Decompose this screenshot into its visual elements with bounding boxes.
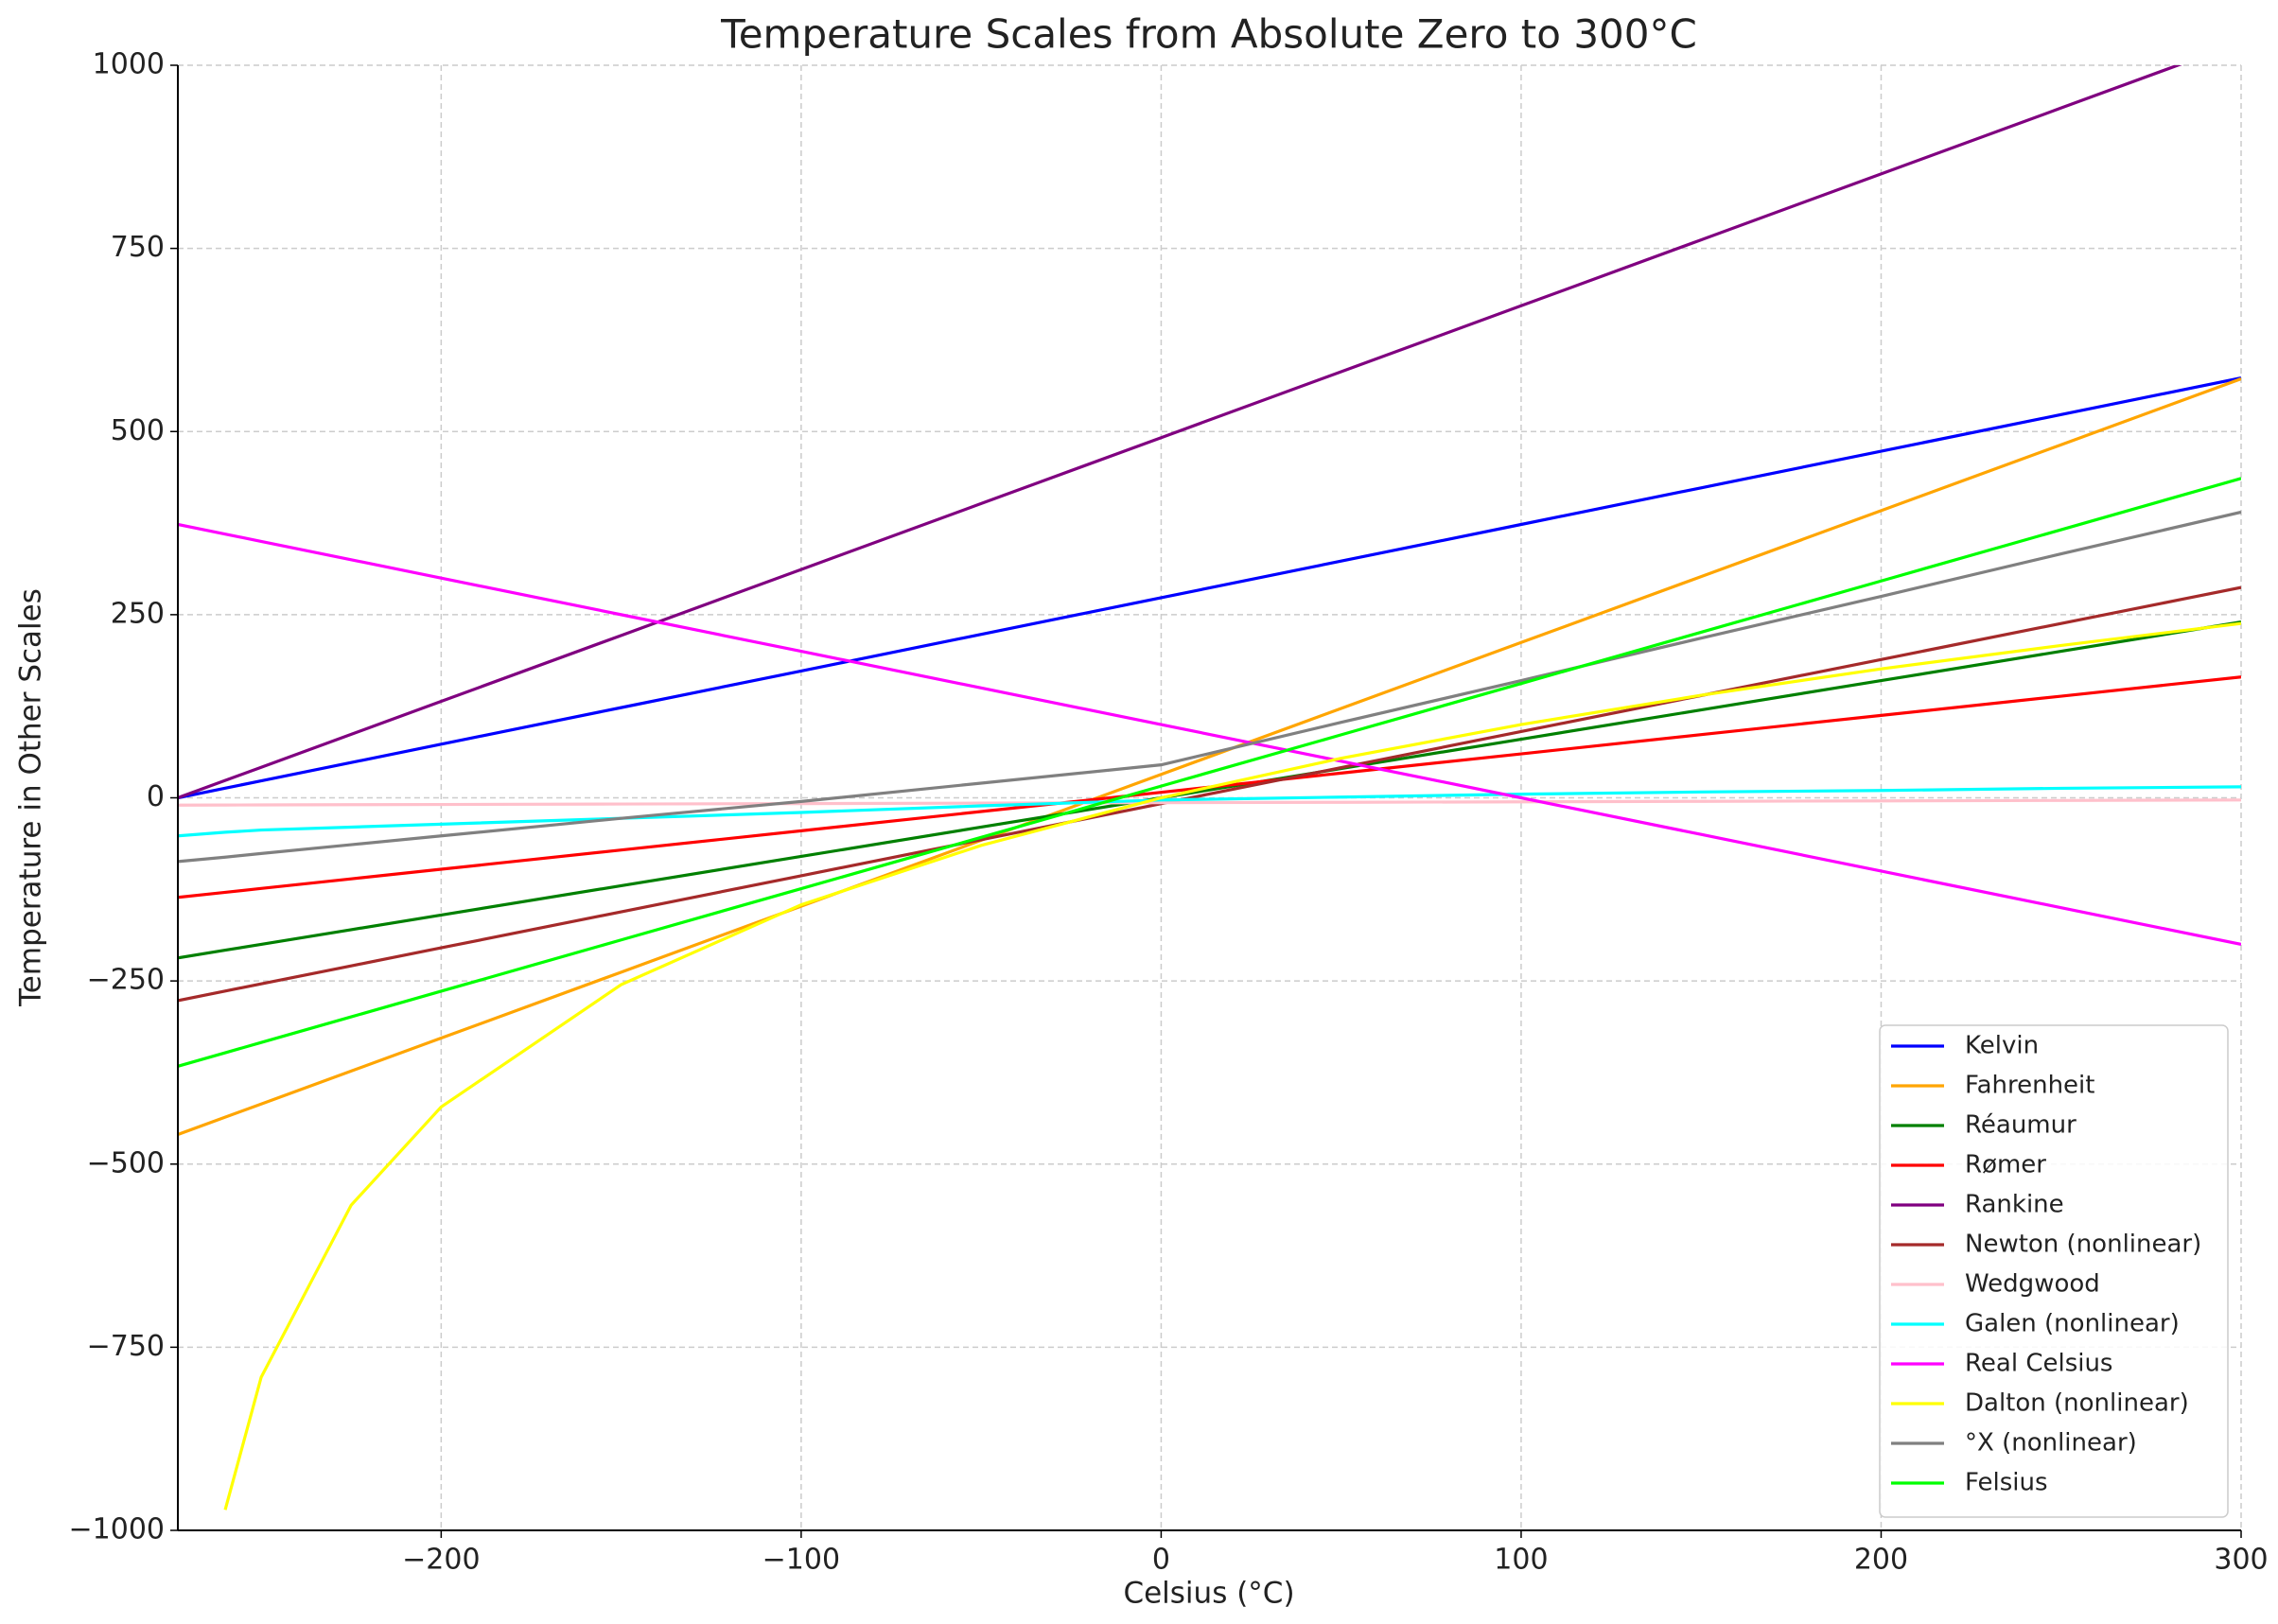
series-line <box>178 376 2241 1137</box>
x-axis-label: Celsius (°C) <box>1123 1577 1294 1611</box>
legend-label: Fahrenheit <box>1965 1072 2094 1100</box>
y-tick-label: −1000 <box>69 1513 165 1546</box>
x-tick-label: 100 <box>1494 1544 1548 1577</box>
y-tick-label: 0 <box>147 780 165 813</box>
x-tick-label: −100 <box>762 1544 840 1577</box>
legend-label: Newton (nonlinear) <box>1965 1231 2201 1259</box>
y-tick-label: 250 <box>111 597 165 630</box>
y-axis-label: Temperature in Other Scales <box>14 588 48 1007</box>
legend-label: °X (nonlinear) <box>1965 1429 2137 1458</box>
series-line <box>178 477 2241 1068</box>
y-tick-label: 1000 <box>93 48 165 81</box>
legend-label: Wedgwood <box>1965 1270 2100 1299</box>
legend-label: Kelvin <box>1965 1032 2039 1060</box>
legend-label: Rømer <box>1965 1151 2046 1179</box>
x-tick-label: −200 <box>402 1544 480 1577</box>
series-line <box>178 675 2241 899</box>
series-line <box>178 798 2241 807</box>
x-tick-label: 200 <box>1854 1544 1908 1577</box>
y-tick-label: −750 <box>87 1330 165 1363</box>
plot-area <box>178 65 2241 1510</box>
x-tick-label: 0 <box>1152 1544 1170 1577</box>
chart-title: Temperature Scales from Absolute Zero to… <box>720 11 1697 58</box>
legend-label: Real Celsius <box>1965 1350 2112 1378</box>
legend-label: Galen (nonlinear) <box>1965 1310 2180 1338</box>
y-tick-label: −500 <box>87 1146 165 1179</box>
series-line <box>178 65 2182 800</box>
y-tick-label: −250 <box>87 964 165 997</box>
series-line <box>178 585 2241 1003</box>
series-line <box>223 621 2241 1510</box>
y-tick-label: 750 <box>111 231 165 264</box>
series-line <box>178 376 2241 800</box>
legend-label: Dalton (nonlinear) <box>1965 1389 2189 1418</box>
x-tick-label: 300 <box>2214 1544 2268 1577</box>
series-line <box>178 510 2241 864</box>
legend-label: Felsius <box>1965 1469 2048 1497</box>
series-line <box>178 522 2241 946</box>
legend-box <box>1879 1024 2229 1518</box>
legend-label: Rankine <box>1965 1191 2064 1219</box>
legend-label: Réaumur <box>1965 1111 2076 1140</box>
series-line <box>178 620 2241 960</box>
series-line <box>178 785 2241 838</box>
y-tick-label: 500 <box>111 414 165 447</box>
